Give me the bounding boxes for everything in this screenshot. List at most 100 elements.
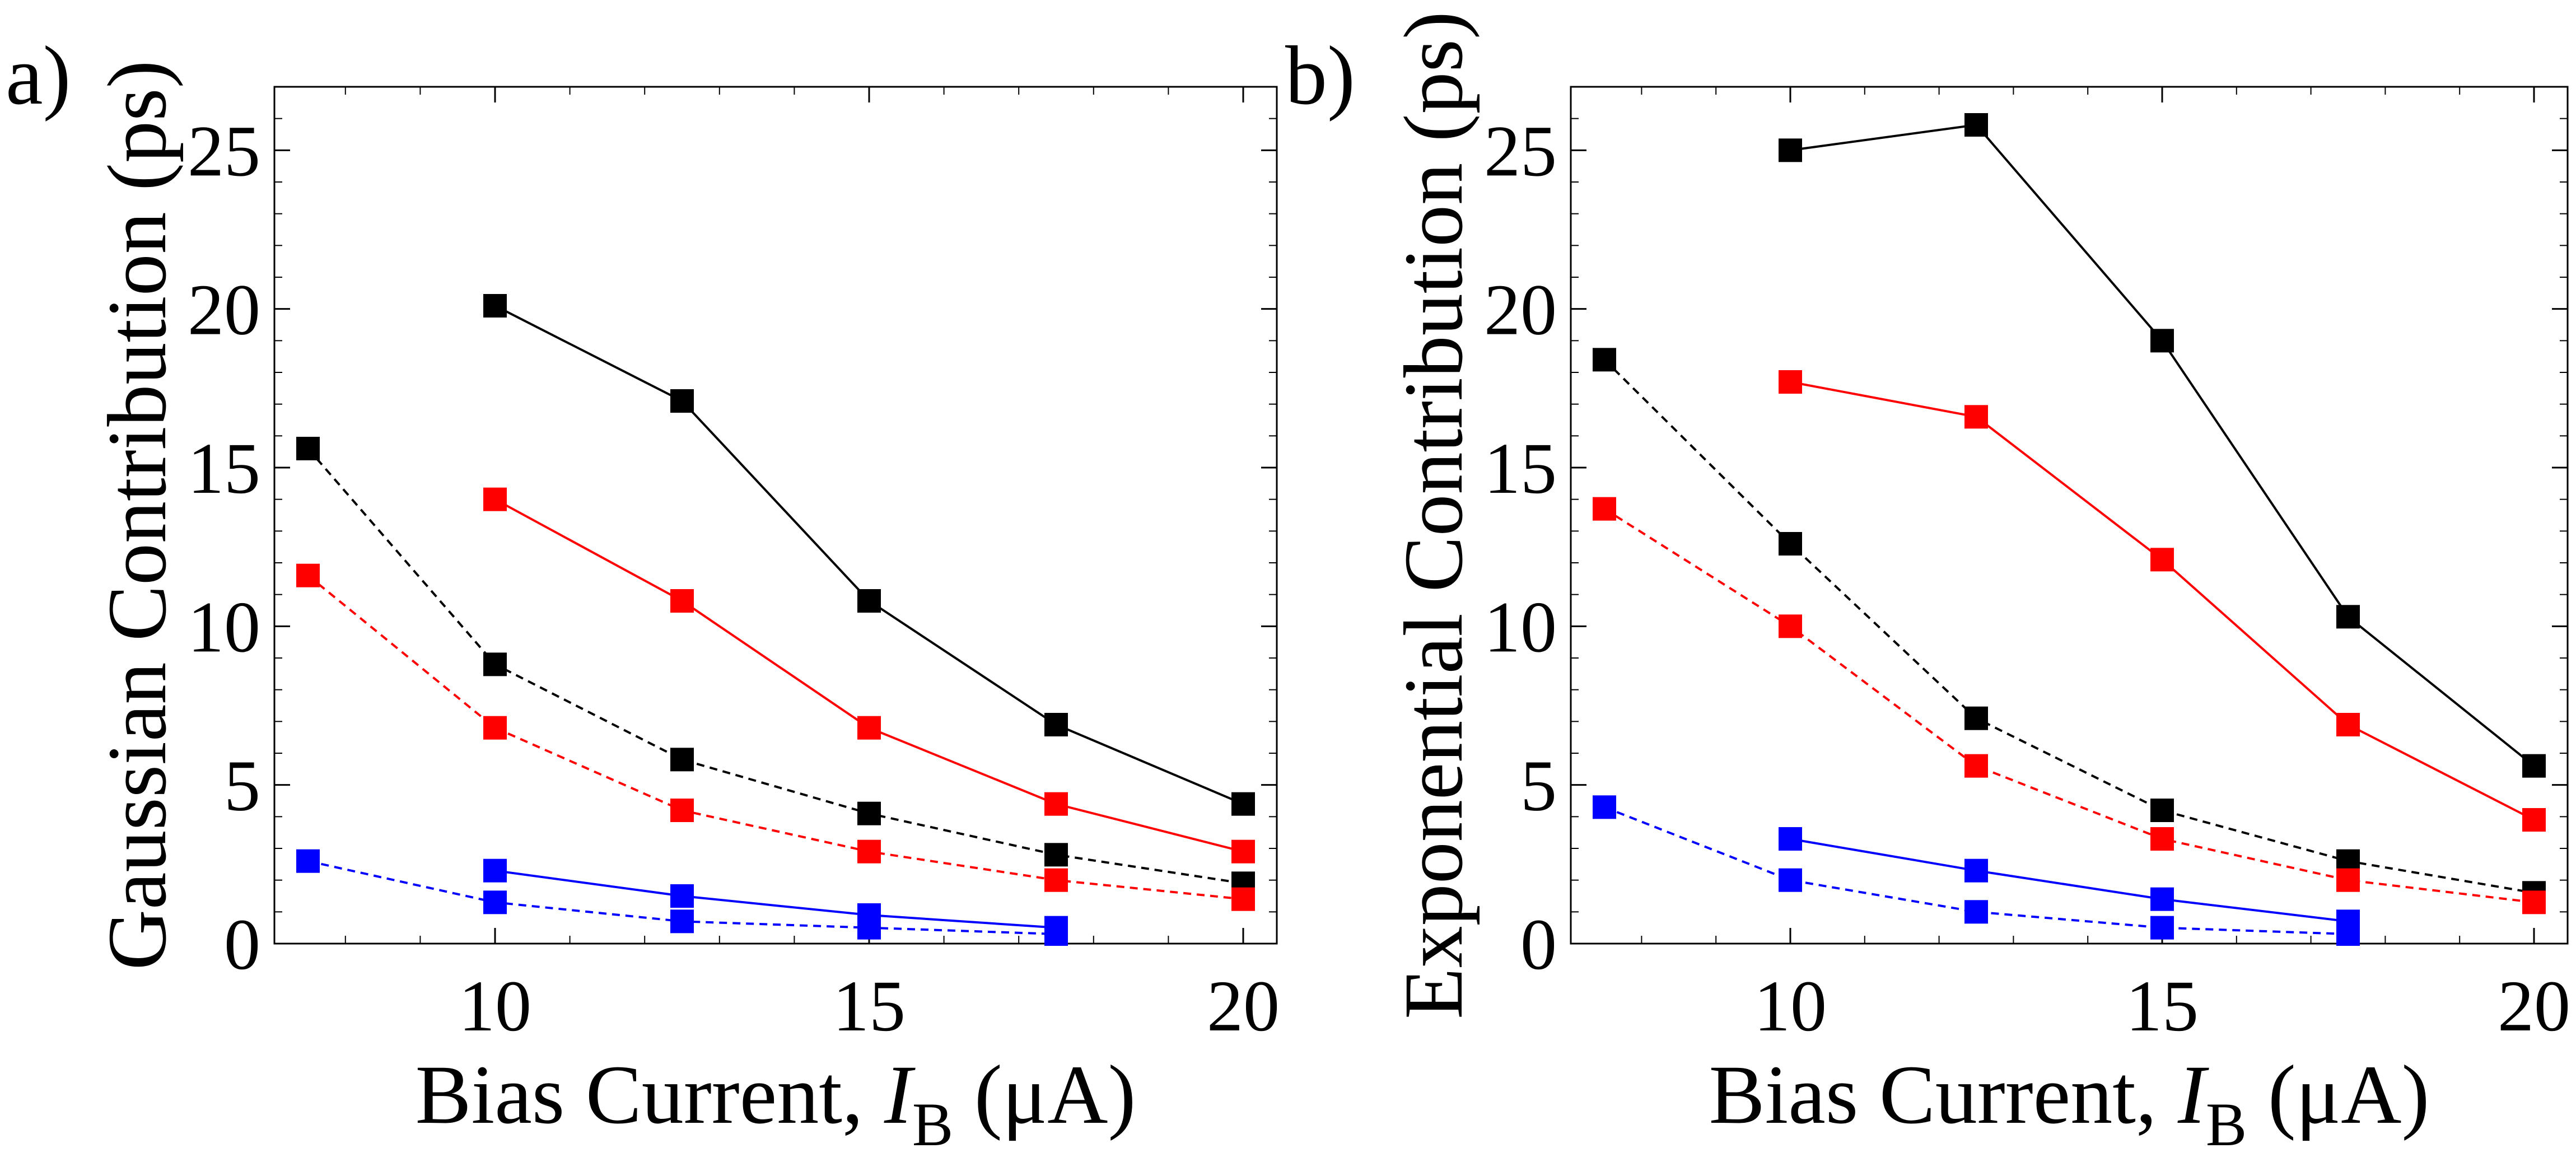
data-point-black-solid bbox=[857, 589, 881, 613]
series-line-red-dashed bbox=[307, 575, 1244, 900]
x-tick-label: 10 bbox=[1754, 966, 1827, 1047]
data-point-red-dashed bbox=[670, 799, 694, 822]
data-point-red-dashed bbox=[2522, 890, 2546, 914]
data-point-red-solid bbox=[1779, 370, 1802, 394]
x-axis-title-symbol: I bbox=[884, 1048, 916, 1141]
y-axis-title: Gaussian Contribution (ps) bbox=[91, 60, 184, 970]
x-tick-label: 20 bbox=[1207, 966, 1280, 1047]
data-point-black-dashed bbox=[1593, 348, 1616, 372]
data-point-red-dashed bbox=[296, 563, 320, 587]
data-point-black-solid bbox=[1231, 792, 1255, 816]
x-tick-label: 10 bbox=[459, 966, 531, 1047]
x-axis-title: Bias Current, IB (μA) bbox=[1709, 1048, 2430, 1159]
data-point-blue-solid bbox=[483, 858, 507, 883]
data-point-blue-solid bbox=[1964, 858, 1988, 883]
data-point-red-solid bbox=[483, 487, 507, 511]
data-point-red-dashed bbox=[483, 716, 507, 740]
data-point-blue-dashed bbox=[1964, 900, 1988, 924]
data-point-black-solid bbox=[670, 389, 694, 413]
data-point-red-solid bbox=[1044, 792, 1068, 816]
data-point-black-dashed bbox=[296, 437, 320, 460]
data-point-black-dashed bbox=[857, 801, 881, 825]
data-point-blue-dashed bbox=[670, 909, 694, 934]
data-point-red-solid bbox=[670, 589, 694, 613]
x-axis-title-suffix: (μA) bbox=[2247, 1048, 2429, 1141]
data-point-black-solid bbox=[1044, 713, 1068, 736]
series-line-blue-dashed bbox=[1604, 806, 2349, 935]
plot-frame bbox=[1570, 86, 2569, 945]
y-axis-title: Exponential Contribution (ps) bbox=[1387, 11, 1480, 1019]
data-point-red-dashed bbox=[1779, 614, 1802, 638]
data-point-black-solid bbox=[1964, 113, 1988, 137]
y-tick-label: 10 bbox=[188, 587, 260, 668]
x-tick-label: 15 bbox=[2126, 966, 2199, 1047]
x-tick-label: 20 bbox=[2498, 966, 2570, 1047]
data-point-blue-dashed bbox=[2150, 916, 2174, 940]
series-line-black-solid bbox=[1790, 123, 2535, 767]
y-tick-label: 0 bbox=[1520, 904, 1557, 985]
x-axis-title-subscript: B bbox=[2206, 1090, 2247, 1159]
y-tick-label: 25 bbox=[188, 111, 260, 192]
data-point-blue-dashed bbox=[857, 916, 881, 940]
series-line-black-dashed bbox=[307, 447, 1244, 885]
data-point-red-dashed bbox=[2336, 868, 2360, 892]
data-point-red-dashed bbox=[1044, 868, 1068, 892]
series-line-blue-solid bbox=[1790, 838, 2349, 923]
panel-label: a) bbox=[6, 29, 71, 122]
y-tick-label: 20 bbox=[188, 270, 260, 351]
x-axis-title-subscript: B bbox=[912, 1090, 953, 1159]
series-line-blue-solid bbox=[494, 869, 1057, 929]
data-point-red-solid bbox=[1964, 405, 1988, 429]
data-point-blue-solid bbox=[1779, 827, 1802, 851]
x-axis-title: Bias Current, IB (μA) bbox=[416, 1048, 1136, 1159]
data-point-black-solid bbox=[483, 294, 507, 318]
y-tick-label: 20 bbox=[1484, 270, 1557, 351]
x-axis-title-suffix: (μA) bbox=[953, 1048, 1136, 1141]
data-point-red-dashed bbox=[857, 839, 881, 864]
data-point-blue-dashed bbox=[296, 849, 320, 873]
data-point-red-solid bbox=[1231, 839, 1255, 864]
y-tick-label: 5 bbox=[1520, 746, 1557, 827]
data-point-blue-solid bbox=[2150, 887, 2174, 911]
data-point-red-dashed bbox=[1593, 497, 1616, 521]
x-axis-title-prefix: Bias Current, bbox=[416, 1048, 884, 1141]
data-point-blue-dashed bbox=[1779, 868, 1802, 892]
data-point-blue-dashed bbox=[2336, 922, 2360, 946]
data-point-red-dashed bbox=[2150, 827, 2174, 851]
data-point-black-dashed bbox=[2150, 799, 2174, 822]
data-point-red-solid bbox=[857, 716, 881, 740]
data-point-blue-dashed bbox=[1044, 922, 1068, 946]
data-point-red-dashed bbox=[1964, 754, 1988, 778]
data-point-red-solid bbox=[2522, 808, 2546, 832]
data-point-black-solid bbox=[2522, 754, 2546, 778]
y-tick-label: 5 bbox=[224, 746, 260, 827]
y-tick-label: 15 bbox=[188, 428, 260, 509]
y-tick-label: 15 bbox=[1484, 428, 1557, 509]
data-point-red-dashed bbox=[1231, 887, 1255, 911]
data-point-black-dashed bbox=[483, 652, 507, 676]
x-axis-title-prefix: Bias Current, bbox=[1709, 1048, 2178, 1141]
data-point-black-dashed bbox=[1964, 706, 1988, 730]
series-line-red-dashed bbox=[1603, 507, 2535, 904]
data-point-black-dashed bbox=[1779, 532, 1802, 556]
plot-frame bbox=[273, 86, 1278, 945]
data-point-blue-solid bbox=[670, 884, 694, 908]
y-tick-label: 10 bbox=[1484, 587, 1557, 668]
y-tick-label: 25 bbox=[1484, 111, 1557, 192]
data-point-black-solid bbox=[2150, 329, 2174, 353]
data-point-black-dashed bbox=[1044, 843, 1068, 867]
data-point-blue-dashed bbox=[1593, 795, 1616, 819]
data-point-black-solid bbox=[1779, 138, 1802, 162]
y-tick-label: 0 bbox=[224, 904, 260, 985]
data-point-red-solid bbox=[2150, 548, 2174, 572]
series-line-red-solid bbox=[494, 498, 1244, 853]
panel-label: b) bbox=[1285, 29, 1355, 122]
x-axis-title-symbol: I bbox=[2177, 1048, 2209, 1141]
data-point-blue-dashed bbox=[483, 890, 507, 914]
data-point-red-solid bbox=[2336, 713, 2360, 736]
data-point-black-solid bbox=[2336, 605, 2360, 629]
series-line-black-dashed bbox=[1603, 358, 2535, 894]
